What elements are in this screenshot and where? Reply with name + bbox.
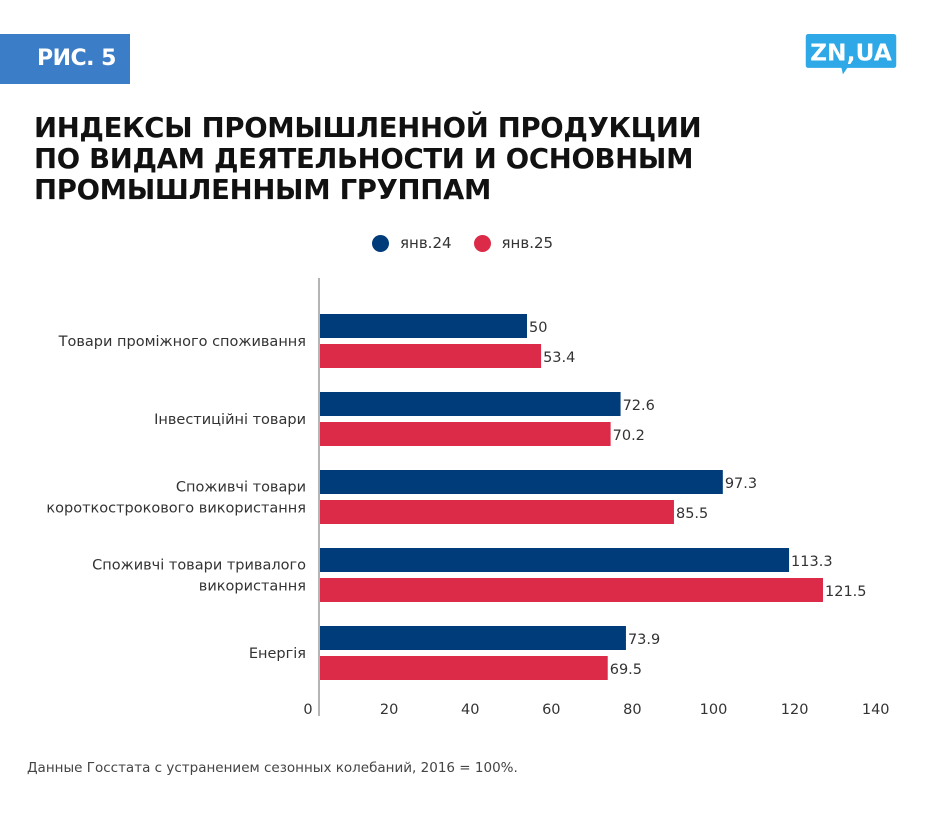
x-tick-label: 120 (781, 702, 809, 718)
data-label: 97.3 (725, 476, 757, 492)
bar-2024 (320, 548, 790, 572)
legend-dot-icon (473, 234, 491, 252)
data-label: 50 (529, 320, 547, 336)
zn-ua-logo: ZN,UA (805, 34, 897, 75)
x-tick-label: 0 (303, 702, 312, 718)
data-label: 70.2 (613, 428, 645, 444)
data-label: 121.5 (825, 584, 867, 600)
data-label: 72.6 (623, 398, 655, 414)
category-label: Споживчі товари (176, 480, 306, 496)
data-label: 53.4 (543, 350, 575, 366)
title-line: ПО ВИДАМ ДЕЯТЕЛЬНОСТИ И ОСНОВНЫМ (34, 143, 694, 175)
figure-badge: РИС. 5 (0, 34, 130, 84)
category-label: Споживчі товари тривалого (92, 558, 306, 574)
data-label: 69.5 (610, 662, 642, 678)
title-line: ИНДЕКСЫ ПРОМЫШЛЕННОЙ ПРОДУКЦИИ (34, 112, 702, 144)
category-label: використання (199, 579, 306, 595)
x-tick-label: 40 (461, 702, 479, 718)
data-label: 73.9 (628, 632, 660, 648)
x-tick-label: 80 (623, 702, 641, 718)
legend-label: янв.25 (501, 234, 554, 252)
legend-label: янв.24 (400, 234, 452, 252)
x-tick-label: 20 (380, 702, 398, 718)
x-tick-label: 140 (862, 702, 890, 718)
chart-legend: янв.24 янв.25 (372, 232, 575, 254)
logo-text: ZN,UA (810, 39, 892, 67)
legend-item-2025: янв.25 (473, 234, 554, 252)
bar-2024 (320, 470, 723, 494)
data-label: 85.5 (676, 506, 708, 522)
bar-2024 (320, 392, 621, 416)
x-tick-label: 60 (542, 702, 560, 718)
title-line: ПРОМЫШЛЕННЫМ ГРУППАМ (34, 174, 492, 206)
category-label: Товари проміжного споживання (58, 334, 306, 350)
legend-item-2024: янв.24 (372, 234, 452, 252)
bar-2025 (320, 578, 824, 602)
category-label: короткострокового використання (46, 501, 306, 517)
legend-dot-icon (372, 234, 389, 252)
footnote: Данные Госстата с устранением сезонных к… (27, 760, 518, 776)
bar-2025 (320, 656, 608, 680)
bar-2025 (320, 422, 611, 446)
bar-2025 (320, 344, 542, 368)
data-label: 113.3 (791, 554, 833, 570)
category-label: Інвестиційні товари (154, 412, 306, 428)
x-tick-label: 100 (700, 702, 728, 718)
bar-2024 (320, 626, 626, 650)
category-label: Енергія (249, 646, 306, 662)
bar-2024 (320, 314, 527, 338)
chart-title: ИНДЕКСЫ ПРОМЫШЛЕННОЙ ПРОДУКЦИИ ПО ВИДАМ … (34, 113, 834, 206)
bar-2025 (320, 500, 674, 524)
